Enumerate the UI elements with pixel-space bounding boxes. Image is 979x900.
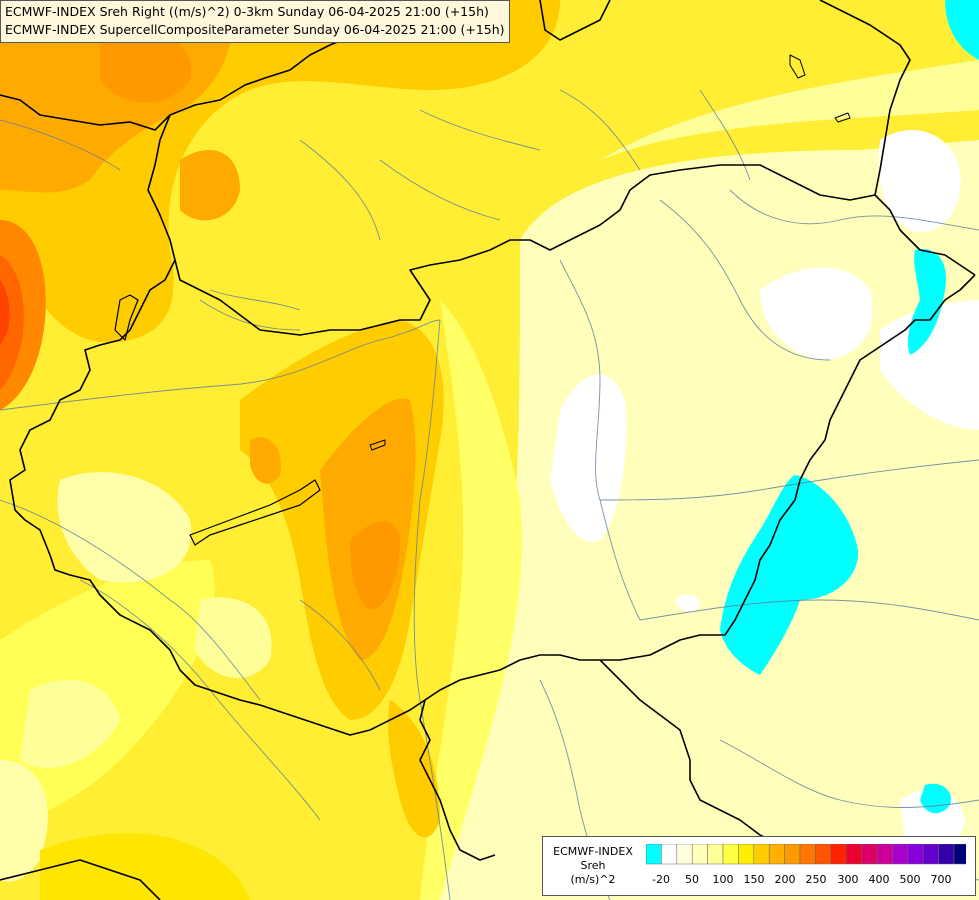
- legend-label: ECMWF-INDEX Sreh (m/s)^2: [543, 845, 643, 887]
- legend-swatch: [691, 844, 708, 865]
- legend-tick-label: 250: [805, 873, 827, 886]
- legend-swatch: [876, 844, 893, 865]
- legend-swatch: [676, 844, 693, 865]
- legend-swatch: [753, 844, 770, 865]
- legend-tick-label: 200: [774, 873, 796, 886]
- title-line-1: ECMWF-INDEX Sreh Right ((m/s)^2) 0-3km S…: [5, 4, 489, 19]
- legend-swatch: [907, 844, 924, 865]
- river-lines: [0, 89, 979, 900]
- legend-swatch: [845, 844, 862, 865]
- legend-swatch: [799, 844, 816, 865]
- legend-tick-label: 700: [930, 873, 952, 886]
- legend-swatch: [646, 844, 662, 865]
- legend-swatch: [784, 844, 801, 865]
- legend-swatch: [938, 844, 955, 865]
- legend-swatch: [815, 844, 832, 865]
- legend-ticks: -20 50 100 150 200 250 300 400 500 700: [646, 873, 976, 889]
- legend-swatch: [830, 844, 847, 865]
- color-legend: ECMWF-INDEX Sreh (m/s)^2 -20 50 100 150 200 2…: [542, 836, 976, 896]
- legend-tick-label: 100: [712, 873, 734, 886]
- legend-swatch: [922, 844, 939, 865]
- legend-swatch: [892, 844, 909, 865]
- legend-swatch: [707, 844, 724, 865]
- legend-tick-label: 500: [899, 873, 921, 886]
- legend-source: ECMWF-INDEX: [553, 845, 633, 858]
- legend-swatch: [768, 844, 785, 865]
- legend-variable: Sreh: [580, 859, 606, 872]
- legend-unit: (m/s)^2: [570, 873, 616, 886]
- legend-swatch: [722, 844, 739, 865]
- legend-tick-label: 300: [837, 873, 859, 886]
- legend-color-bar: [646, 844, 966, 865]
- legend-tick-label: 150: [743, 873, 765, 886]
- title-line-2: ECMWF-INDEX SupercellCompositeParameter …: [5, 22, 505, 37]
- legend-tick-label: 50: [685, 873, 699, 886]
- legend-swatch: [953, 844, 966, 865]
- legend-tick-label: -20: [652, 873, 670, 886]
- legend-tick-label: 400: [868, 873, 890, 886]
- legend-swatch: [738, 844, 755, 865]
- legend-swatch: [661, 844, 678, 865]
- legend-swatch: [861, 844, 878, 865]
- title-box: ECMWF-INDEX Sreh Right ((m/s)^2) 0-3km S…: [0, 0, 510, 43]
